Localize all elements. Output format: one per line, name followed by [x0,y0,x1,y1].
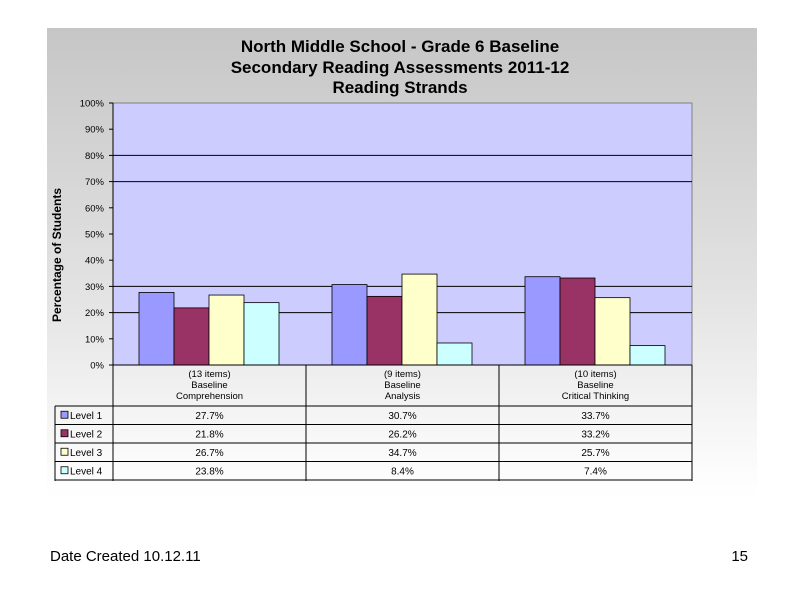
bar-level-3-3 [594,297,631,366]
bar-level-2-1 [173,307,210,366]
data-label: 21.8% [195,429,223,440]
y-axis-label: Percentage of Students [50,188,64,322]
y-tick-label: 100% [80,99,105,110]
legend-swatch-3 [60,447,69,456]
data-label: 8.4% [391,466,414,477]
x-category-label: (10 items) [574,369,616,380]
legend-swatch-4 [60,466,69,475]
chart-title-line-1: North Middle School - Grade 6 Baseline [240,37,560,56]
bar-level-1-1 [138,292,175,366]
bar-level-2-2 [366,295,403,366]
data-label: 7.4% [584,466,607,477]
data-label: 26.2% [388,429,416,440]
bar-level-1-2 [331,284,368,366]
data-label: 33.7% [581,411,609,422]
y-tick-label: 90% [85,125,105,136]
data-label: 34.7% [388,448,416,459]
data-label: 30.7% [388,411,416,422]
legend-label-1: Level 1 [70,411,103,422]
data-label: 33.2% [581,429,609,440]
legend-label-4: Level 4 [70,466,103,477]
x-category-label: (9 items) [384,369,421,380]
legend-swatch-2 [60,429,69,438]
bar-level-4-1 [243,302,280,366]
bar-level-4-3 [629,345,666,366]
chart-title-line-2: Secondary Reading Assessments 2011-12 [230,58,570,77]
bar-level-3-2 [401,273,438,366]
data-label: 25.7% [581,448,609,459]
footer-page-number: 15 [731,548,748,565]
legend-label-3: Level 3 [70,448,103,459]
x-category-label: Critical Thinking [562,391,629,402]
y-tick-label: 50% [85,230,105,241]
data-label: 23.8% [195,466,223,477]
x-category-label: (13 items) [188,369,230,380]
legend-swatch-1 [60,410,69,419]
bar-level-4-2 [436,342,473,366]
legend-label-2: Level 2 [70,429,103,440]
x-category-label: Comprehension [176,391,243,402]
y-tick-label: 60% [85,203,105,214]
y-tick-label: 70% [85,177,105,188]
data-label: 26.7% [195,448,223,459]
bar-level-3-1 [208,294,245,366]
data-label: 27.7% [195,411,223,422]
x-category-label: Baseline [191,380,227,391]
x-category-label: Baseline [384,380,420,391]
chart-title-line-3: Reading Strands [332,78,468,97]
y-tick-label: 80% [85,151,105,162]
bar-level-2-3 [559,277,596,366]
x-category-label: Analysis [385,391,421,402]
bar-level-1-3 [524,276,561,366]
footer-date-created: Date Created 10.12.11 [50,548,201,565]
y-tick-label: 0% [90,361,104,372]
y-tick-label: 30% [85,282,105,293]
y-tick-label: 20% [85,308,105,319]
y-tick-label: 40% [85,256,105,267]
x-category-label: Baseline [577,380,613,391]
y-tick-label: 10% [85,334,105,345]
